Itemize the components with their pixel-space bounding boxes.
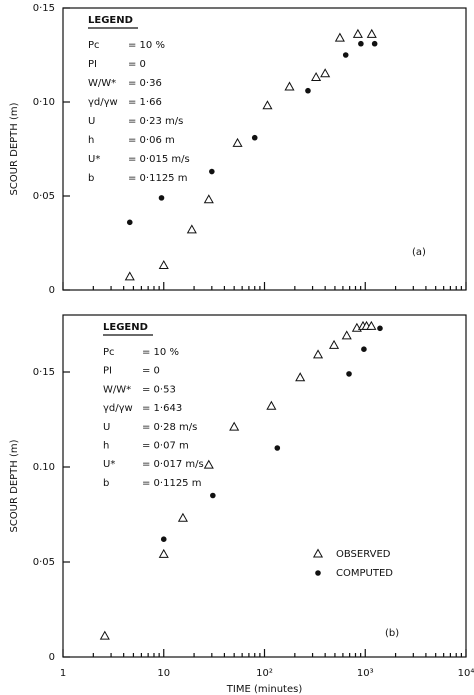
- legend-value: = 0·28 m/s: [142, 422, 197, 433]
- triangle-point: [341, 330, 352, 340]
- x-tick-label: 1: [60, 668, 66, 679]
- x-tick-label: 10: [157, 668, 170, 679]
- legend-param: γd/γw: [88, 97, 118, 108]
- legend-param: W/W*: [103, 384, 131, 395]
- panel-label: (a): [412, 247, 426, 258]
- legend-param: Pc: [88, 40, 100, 51]
- y-tick-label: 0·05: [33, 191, 55, 202]
- triangle-point: [203, 459, 214, 469]
- triangle-point: [186, 224, 197, 234]
- triangle-point: [312, 349, 324, 359]
- circle-point: [377, 325, 383, 332]
- legend-symbol: [312, 548, 324, 558]
- circle-point: [346, 371, 352, 377]
- triangle-point: [311, 72, 322, 82]
- y-tick-label: 0.10: [33, 462, 55, 473]
- triangle-point: [334, 32, 345, 42]
- legend-entry: OBSERVED: [336, 549, 391, 560]
- legend-param: U*: [103, 459, 115, 470]
- legend-title: LEGEND: [88, 15, 133, 26]
- legend-param: h: [103, 441, 109, 452]
- triangle-point: [203, 194, 214, 204]
- legend-param: b: [103, 478, 109, 489]
- legend-param: U: [88, 116, 95, 127]
- y-tick-label: 0·15: [33, 367, 55, 378]
- circle-point: [342, 52, 349, 58]
- legend-param: Pc: [103, 347, 115, 358]
- y-axis-label: SCOUR DEPTH (m): [9, 439, 20, 532]
- plot-frame: [62, 7, 467, 291]
- circle-point: [274, 445, 281, 451]
- y-tick-label: 0·10: [33, 97, 55, 108]
- triangle-point: [262, 100, 273, 110]
- circle-point: [158, 195, 165, 201]
- y-tick-label: 0·15: [33, 3, 55, 14]
- x-tick-label: 10⁴: [458, 668, 474, 679]
- legend-value: = 0·07 m: [142, 441, 189, 452]
- y-tick-label: 0: [49, 652, 55, 663]
- y-axis-label: SCOUR DEPTH (m): [9, 102, 20, 195]
- legend-param: W/W*: [88, 78, 116, 89]
- y-tick-label: 0·05: [33, 557, 55, 568]
- panel-label: (b): [385, 628, 399, 639]
- circle-point: [209, 168, 215, 175]
- legend-value: = 0: [142, 366, 160, 377]
- legend-param: U*: [88, 154, 100, 165]
- triangle-point: [352, 28, 363, 38]
- circle-point: [371, 40, 378, 47]
- triangle-point: [320, 68, 331, 78]
- circle-point: [126, 219, 133, 226]
- legend-entry: COMPUTED: [336, 568, 393, 579]
- circle-point: [358, 40, 364, 47]
- legend-param: PI: [88, 59, 97, 70]
- triangle-point: [328, 339, 340, 349]
- y-tick-label: 0: [49, 285, 55, 296]
- legend-param: b: [88, 173, 94, 184]
- plot-frame: [62, 314, 467, 658]
- legend-value: = 0·1125 m: [142, 478, 201, 489]
- triangle-point: [158, 260, 169, 270]
- circle-point: [210, 492, 216, 499]
- x-tick-label: 10³: [357, 668, 374, 679]
- x-axis-label: TIME (minutes): [226, 684, 303, 695]
- triangle-point: [284, 81, 295, 91]
- legend-value: = 0·1125 m: [128, 173, 187, 184]
- legend-symbol: [315, 570, 321, 576]
- legend-param: h: [88, 135, 94, 146]
- legend-param: U: [103, 422, 110, 433]
- legend-param: PI: [103, 366, 112, 377]
- triangle-point: [295, 372, 306, 382]
- circle-point: [160, 536, 167, 542]
- triangle-point: [366, 28, 377, 38]
- legend-value: = 1·66: [128, 97, 162, 108]
- triangle-point: [232, 137, 243, 147]
- triangle-point: [124, 271, 135, 281]
- legend-param: γd/γw: [103, 403, 133, 414]
- legend-value: = 10 %: [142, 347, 179, 358]
- legend-value: = 10 %: [128, 40, 165, 51]
- circle-point: [361, 346, 367, 353]
- circle-point: [305, 87, 311, 94]
- legend-value: = 0: [128, 59, 146, 70]
- legend-value: = 0·015 m/s: [128, 154, 190, 165]
- x-tick-label: 10²: [256, 668, 273, 679]
- triangle-point: [266, 400, 277, 410]
- legend-value: = 1·643: [142, 403, 182, 414]
- circle-point: [251, 134, 258, 141]
- legend-title: LEGEND: [103, 322, 148, 333]
- legend-value: = 0·36: [128, 78, 162, 89]
- legend-value: = 0·017 m/s: [142, 459, 204, 470]
- triangle-point: [177, 512, 188, 522]
- legend-value: = 0·23 m/s: [128, 116, 183, 127]
- triangle-point: [229, 421, 240, 431]
- legend-value: = 0·53: [142, 384, 176, 395]
- triangle-point: [366, 320, 377, 330]
- legend-value: = 0·06 m: [128, 135, 175, 146]
- triangle-point: [99, 630, 110, 640]
- triangle-point: [158, 548, 169, 558]
